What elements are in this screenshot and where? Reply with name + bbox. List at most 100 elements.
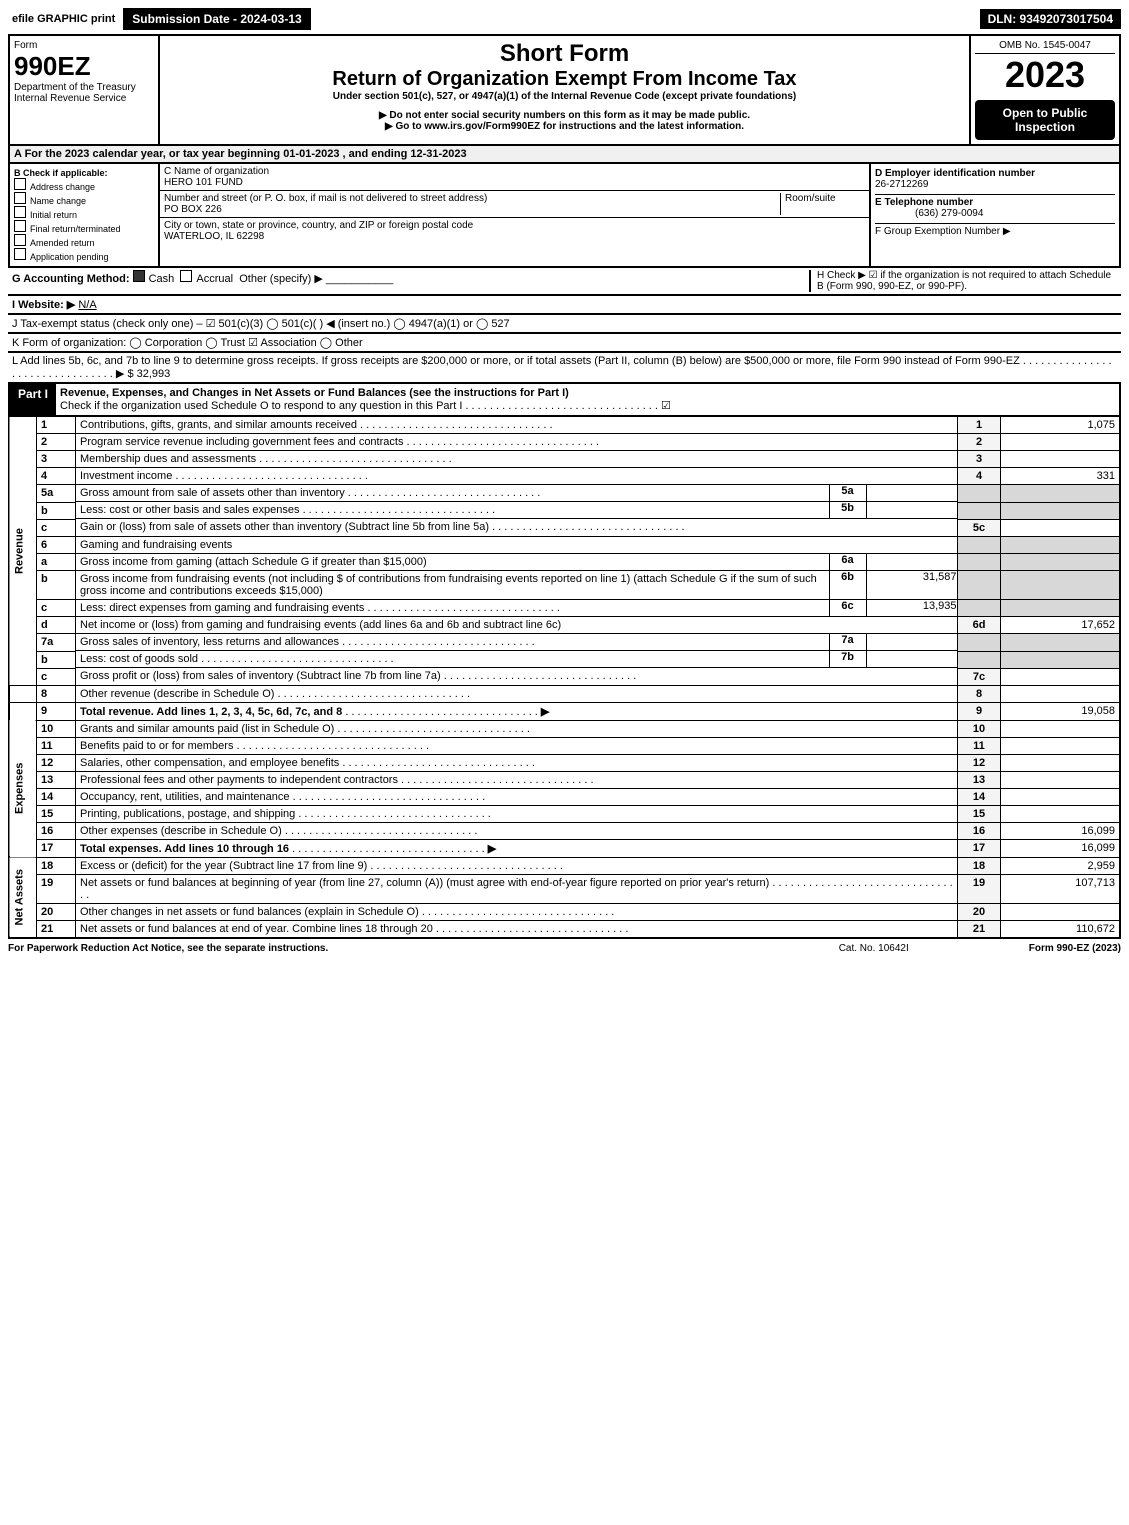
return-title: Return of Organization Exempt From Incom…: [164, 68, 965, 91]
form-word: Form: [14, 40, 154, 51]
table-row: dNet income or (loss) from gaming and fu…: [9, 617, 1120, 634]
cat-no: Cat. No. 10642I: [839, 943, 909, 954]
dln-label: DLN: 93492073017504: [980, 9, 1121, 29]
form-number: 990EZ: [14, 51, 154, 82]
form-ref: Form 990-EZ (2023): [1029, 943, 1121, 954]
table-row: aGross income from gaming (attach Schedu…: [9, 553, 1120, 571]
chk-pending[interactable]: [14, 248, 26, 260]
table-row: Revenue 1Contributions, gifts, grants, a…: [9, 417, 1120, 434]
table-row: 2Program service revenue including gover…: [9, 434, 1120, 451]
street-value: PO BOX 226: [164, 204, 222, 215]
table-row: 15Printing, publications, postage, and s…: [9, 805, 1120, 822]
opt-amended: Amended return: [30, 238, 95, 248]
tel-label: E Telephone number: [875, 197, 973, 208]
chk-name-change[interactable]: [14, 192, 26, 204]
chk-initial[interactable]: [14, 206, 26, 218]
row-val: 1,075: [1001, 417, 1121, 434]
line-A: A For the 2023 calendar year, or tax yea…: [8, 146, 1121, 164]
part-I-sub: Check if the organization used Schedule …: [60, 400, 462, 412]
tax-year: 2023: [975, 54, 1115, 96]
short-form-title: Short Form: [164, 40, 965, 68]
efile-label[interactable]: efile GRAPHIC print: [8, 10, 119, 28]
C-name-row: C Name of organization HERO 101 FUND: [160, 164, 869, 191]
line-K: K Form of organization: ◯ Corporation ◯ …: [8, 334, 1121, 353]
part-I-check: ☑: [661, 400, 671, 412]
room-suite: Room/suite: [780, 193, 865, 215]
line-GH: G Accounting Method: Cash Accrual Other …: [8, 268, 1121, 296]
chk-address-change[interactable]: [14, 178, 26, 190]
table-row: 21Net assets or fund balances at end of …: [9, 920, 1120, 938]
opt-final: Final return/terminated: [30, 224, 121, 234]
col-B: B Check if applicable: Address change Na…: [10, 164, 160, 266]
header-right: OMB No. 1545-0047 2023 Open to Public In…: [969, 36, 1119, 144]
section-BCDEF: B Check if applicable: Address change Na…: [8, 164, 1121, 268]
ein-label: D Employer identification number: [875, 168, 1035, 179]
line-L: L Add lines 5b, 6c, and 7b to line 9 to …: [8, 353, 1121, 384]
city-label: City or town, state or province, country…: [164, 220, 473, 231]
table-row: cGain or (loss) from sale of assets othe…: [9, 519, 1120, 536]
dept: Department of the Treasury: [14, 82, 154, 93]
table-row: bGross income from fundraising events (n…: [9, 571, 1120, 600]
table-row: 13Professional fees and other payments t…: [9, 771, 1120, 788]
under-section: Under section 501(c), 527, or 4947(a)(1)…: [164, 91, 965, 102]
chk-final[interactable]: [14, 220, 26, 232]
row-desc: Contributions, gifts, grants, and simila…: [80, 419, 357, 431]
side-revenue: Revenue: [9, 417, 37, 685]
goto-link[interactable]: ▶ Go to www.irs.gov/Form990EZ for instru…: [164, 121, 965, 132]
table-row: 7aGross sales of inventory, less returns…: [9, 634, 1120, 652]
table-row: 19Net assets or fund balances at beginni…: [9, 874, 1120, 903]
revenue-table: Revenue 1 Contributions, gifts, grants, a…: [8, 417, 1121, 939]
table-row: 20Other changes in net assets or fund ba…: [9, 903, 1120, 920]
chk-accrual[interactable]: [180, 270, 192, 282]
tel-value: (636) 279-0094: [875, 208, 983, 219]
omb: OMB No. 1545-0047: [975, 40, 1115, 54]
table-row: cGross profit or (loss) from sales of in…: [9, 668, 1120, 685]
table-row: 14Occupancy, rent, utilities, and mainte…: [9, 788, 1120, 805]
table-row: 12Salaries, other compensation, and empl…: [9, 754, 1120, 771]
header-center: Short Form Return of Organization Exempt…: [160, 36, 969, 144]
table-row: Expenses 10Grants and similar amounts pa…: [9, 720, 1120, 737]
paperwork-notice: For Paperwork Reduction Act Notice, see …: [8, 943, 328, 954]
table-row: 3Membership dues and assessments3: [9, 451, 1120, 468]
line-H: H Check ▶ ☑ if the organization is not r…: [809, 270, 1117, 292]
opt-initial: Initial return: [30, 210, 77, 220]
C-street-row: Number and street (or P. O. box, if mail…: [160, 191, 869, 218]
opt-pending: Application pending: [30, 252, 109, 262]
website-value: N/A: [78, 299, 96, 311]
open-inspection: Open to Public Inspection: [975, 100, 1115, 140]
table-row: 8Other revenue (describe in Schedule O)8: [9, 685, 1120, 702]
top-bar: efile GRAPHIC print Submission Date - 20…: [8, 8, 1121, 30]
table-row: 9Total revenue. Add lines 1, 2, 3, 4, 5c…: [9, 702, 1120, 720]
part-I-badge: Part I: [10, 384, 56, 415]
table-row: Net Assets 18Excess or (deficit) for the…: [9, 857, 1120, 874]
C-name-label: C Name of organization: [164, 166, 269, 177]
chk-cash[interactable]: [133, 270, 145, 282]
line-I: I Website: ▶ N/A: [8, 296, 1121, 315]
G-label: G Accounting Method:: [12, 273, 130, 285]
line-A-text: A For the 2023 calendar year, or tax yea…: [14, 148, 467, 160]
irs: Internal Revenue Service: [14, 93, 154, 104]
opt-accrual: Accrual: [196, 273, 233, 285]
chk-amended[interactable]: [14, 234, 26, 246]
org-name: HERO 101 FUND: [164, 177, 243, 188]
I-label: I Website: ▶: [12, 299, 75, 311]
L-amount: 32,993: [137, 368, 171, 380]
table-row: 6Gaming and fundraising events: [9, 536, 1120, 553]
B-label: B Check if applicable:: [14, 168, 108, 178]
table-row: 5aGross amount from sale of assets other…: [9, 485, 1120, 503]
side-net-assets: Net Assets: [9, 857, 37, 938]
part-I-header: Part I Revenue, Expenses, and Changes in…: [8, 384, 1121, 417]
table-row: 4Investment income4331: [9, 468, 1120, 485]
ein-value: 26-2712269: [875, 179, 928, 190]
footer: For Paperwork Reduction Act Notice, see …: [8, 939, 1121, 954]
col-C: C Name of organization HERO 101 FUND Num…: [160, 164, 871, 266]
part-I-heading: Revenue, Expenses, and Changes in Net As…: [56, 384, 1119, 415]
side-expenses: Expenses: [9, 720, 37, 857]
row-rnum: 1: [958, 417, 1001, 434]
city-value: WATERLOO, IL 62298: [164, 231, 264, 242]
group-exemption: F Group Exemption Number ▶: [875, 226, 1011, 237]
opt-address: Address change: [30, 182, 95, 192]
table-row: 17Total expenses. Add lines 10 through 1…: [9, 839, 1120, 857]
line-J: J Tax-exempt status (check only one) – ☑…: [8, 315, 1121, 334]
L-text: L Add lines 5b, 6c, and 7b to line 9 to …: [12, 355, 1020, 367]
